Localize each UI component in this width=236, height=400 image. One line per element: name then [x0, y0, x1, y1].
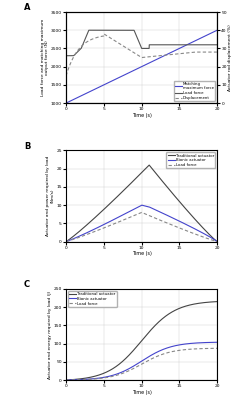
X-axis label: Time (s): Time (s) [132, 251, 152, 256]
Y-axis label: Load force and matching maximum
output force (N): Load force and matching maximum output f… [41, 19, 49, 96]
Y-axis label: Actuator and energy required by load (J): Actuator and energy required by load (J) [48, 290, 52, 378]
Text: A: A [24, 3, 30, 12]
Text: B: B [24, 142, 30, 151]
Text: C: C [24, 280, 30, 289]
X-axis label: Time (s): Time (s) [132, 113, 152, 118]
Y-axis label: Actuator and power required by load
(Nm/s): Actuator and power required by load (Nm/… [46, 156, 55, 236]
Legend: Traditional actuator, Bionic actuator, Load force: Traditional actuator, Bionic actuator, L… [68, 291, 117, 307]
X-axis label: Time (s): Time (s) [132, 390, 152, 394]
Y-axis label: Actuator rod displacement (%): Actuator rod displacement (%) [228, 24, 232, 91]
Legend: Traditional actuator, Bionic actuator, Load force: Traditional actuator, Bionic actuator, L… [166, 152, 215, 168]
Legend: Matching
maximum force, Load force, Displacement: Matching maximum force, Load force, Disp… [174, 81, 215, 101]
